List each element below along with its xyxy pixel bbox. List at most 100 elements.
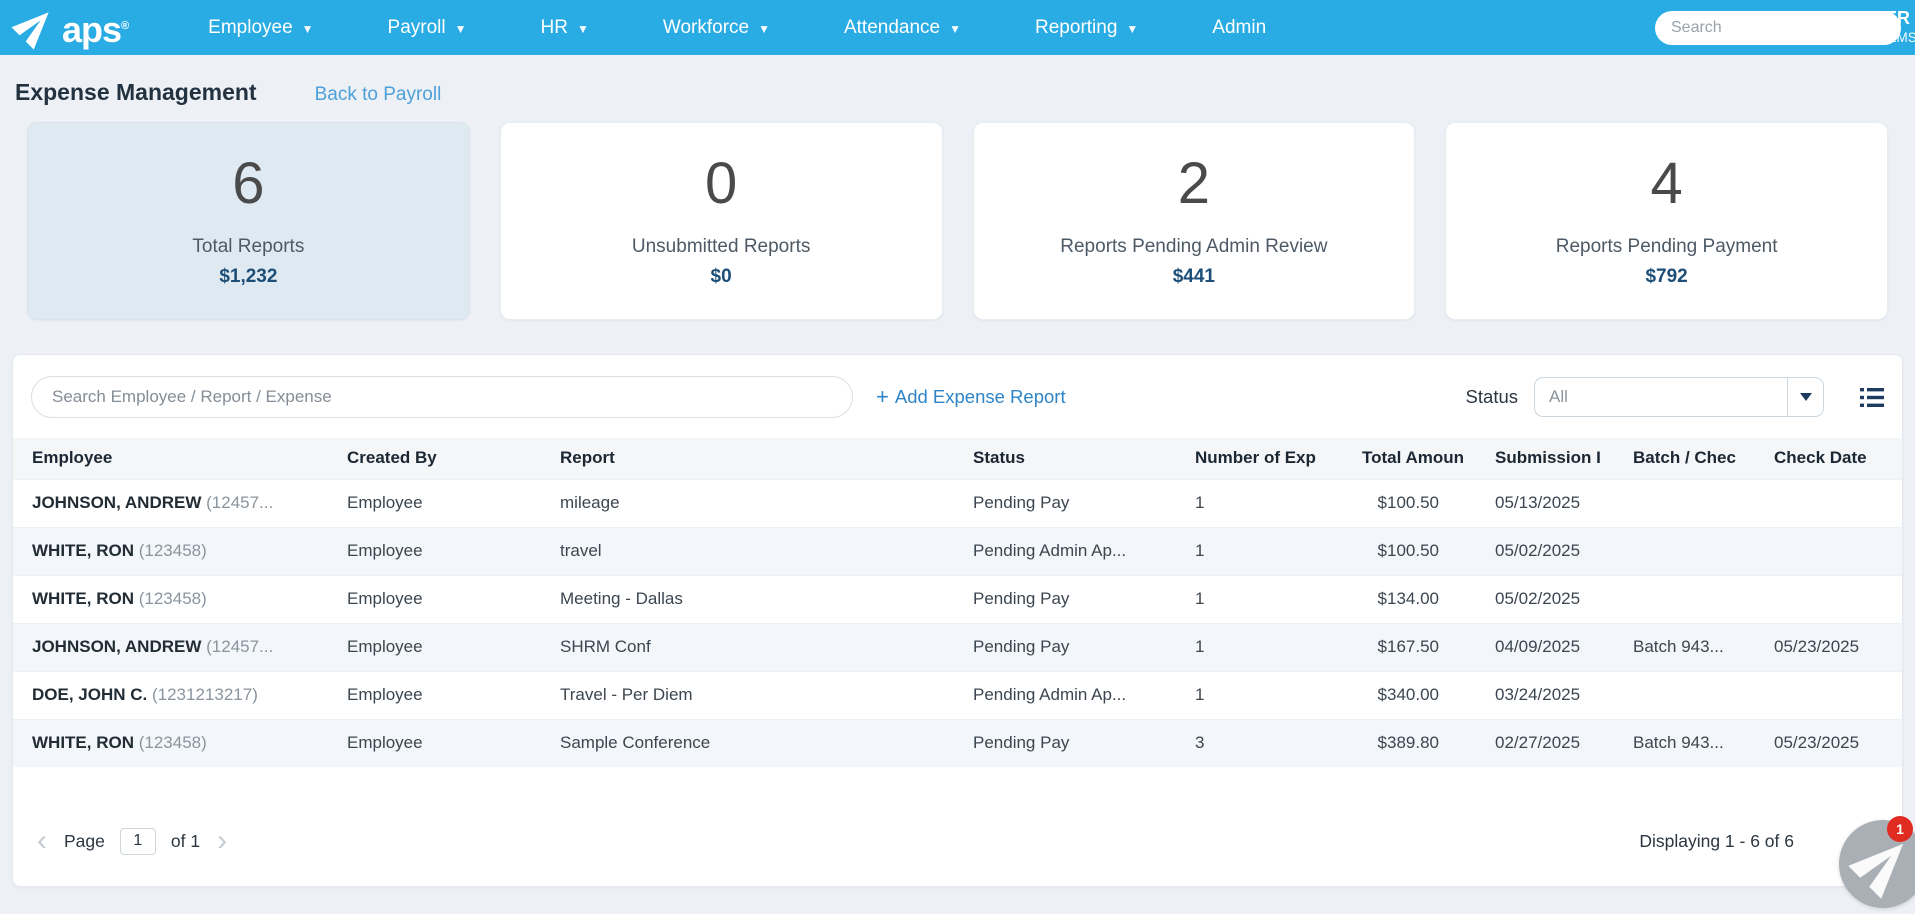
summary-card[interactable]: 0 Unsubmitted Reports $0 [499,122,943,320]
batch-check-cell [1633,575,1774,623]
dropdown-caret-box[interactable] [1787,378,1823,416]
batch-check-cell: Batch 943... [1633,637,1724,656]
displaying-count: Displaying 1 - 6 of 6 [1639,830,1794,851]
submission-date-cell: 02/27/2025 [1495,733,1581,753]
total-amount-cell: $100.50 [1377,541,1439,560]
status-cell: Pending Pay [973,637,1070,656]
column-header[interactable]: Number of Exp [1195,448,1316,468]
nav-item-label: Attendance [843,16,941,38]
nav-menu-item[interactable]: Employee ▼ [208,17,313,39]
table-row[interactable]: WHITE, RON (123458) Employee Sample Conf… [13,719,1902,767]
status-filter-group: Status All [1466,377,1884,417]
submission-date-cell: 04/09/2025 [1495,637,1581,656]
chevron-down-icon: ▼ [301,22,314,36]
page-number-input[interactable] [119,827,156,855]
paper-plane-icon [1848,843,1904,899]
list-view-icon[interactable] [1860,387,1884,408]
total-amount-cell: $134.00 [1377,589,1439,608]
add-expense-report-button[interactable]: + Add Expense Report [876,386,1066,408]
back-to-payroll-link[interactable]: Back to Payroll [314,84,442,105]
num-expenses-cell: 1 [1195,685,1205,704]
previous-page-icon[interactable]: ‹ [37,824,47,857]
column-header[interactable]: Batch / Chec [1633,448,1736,468]
num-expenses-cell: 1 [1195,493,1205,512]
total-amount-cell: $167.50 [1377,637,1439,656]
employee-id: (123458) [138,589,207,608]
column-header[interactable]: Status [973,448,1025,468]
nav-item-label: Employee [208,16,293,38]
nav-menu-item[interactable]: Attendance ▼ [844,17,961,39]
summary-card[interactable]: 6 Total Reports $1,232 [27,122,470,320]
card-amount: $441 [1172,266,1216,288]
column-header[interactable]: Report [560,448,615,468]
chevron-down-icon: ▼ [758,22,770,36]
card-count: 6 [232,150,265,216]
plus-icon: + [876,384,889,409]
employee-id: (123458) [138,541,207,560]
column-header[interactable]: Check Date [1774,448,1867,468]
aps-assistant-widget[interactable]: 1 [1839,816,1915,908]
column-header[interactable]: Total Amoun [1362,448,1464,468]
report-cell: Meeting - Dallas [560,589,683,608]
chevron-down-icon: ▼ [1126,22,1139,36]
submission-date-cell: 05/02/2025 [1495,541,1581,560]
table-footer: ‹ Page of 1 › Displaying 1 - 6 of 6 [13,808,1902,886]
employee-id: (1231213217) [151,685,258,704]
column-header[interactable]: Created By [347,448,437,468]
employee-cell: WHITE, RON (123458) [13,527,347,575]
report-cell: SHRM Conf [560,637,651,656]
num-expenses-cell: 1 [1195,589,1205,608]
total-amount-cell: $100.50 [1377,493,1439,512]
card-count: 4 [1650,150,1683,216]
summary-card[interactable]: 4 Reports Pending Payment $792 [1445,122,1888,320]
table-header-row: Employee Created By Report Status Number of … [13,438,1902,479]
aps-logo[interactable]: aps® [11,5,129,51]
summary-card[interactable]: 2 Reports Pending Admin Review $441 [972,122,1416,320]
status-cell: Pending Admin Ap... [973,685,1127,704]
nav-menu-item[interactable]: Workforce ▼ [663,17,770,39]
status-filter-dropdown[interactable]: All [1534,377,1824,417]
user-account[interactable]: HOPE DASHER SUPERIOR SYSTEMS [1778,7,1915,46]
expense-reports-table: Employee Created By Report Status Number of … [13,438,1902,767]
table-row[interactable]: WHITE, RON (123458) Employee Meeting - D… [13,575,1902,623]
nav-menu-item[interactable]: HR ▼ [541,17,589,39]
employee-name: JOHNSON, ANDREW [32,637,202,656]
card-label: Reports Pending Payment [1555,236,1778,258]
check-date-cell [1774,479,1902,527]
global-search-input[interactable] [1655,10,1901,45]
page-label: Page [64,830,105,851]
table-search-input[interactable] [31,376,853,418]
next-page-icon[interactable]: › [217,824,228,857]
table-row[interactable]: JOHNSON, ANDREW (12457... Employee milea… [13,479,1902,527]
employee-cell: DOE, JOHN C. (1231213217) [13,671,347,719]
employee-name: WHITE, RON [32,733,134,753]
total-amount-cell: $340.00 [1377,685,1439,704]
status-filter-label: Status [1465,386,1518,407]
employee-cell: WHITE, RON (123458) [13,575,347,623]
table-row[interactable]: DOE, JOHN C. (1231213217) Employee Trave… [13,671,1902,719]
nav-menu-item[interactable]: Admin ▼ [1212,17,1266,39]
column-header[interactable]: Employee [32,448,113,468]
table-row[interactable]: JOHNSON, ANDREW (12457... Employee SHRM … [13,623,1902,671]
expense-reports-panel: + Add Expense Report Status All [12,354,1903,887]
submission-date-cell: 03/24/2025 [1495,685,1581,704]
check-date-cell [1774,575,1902,623]
employee-name: JOHNSON, ANDREW [32,493,202,512]
card-label: Reports Pending Admin Review [1060,236,1328,258]
status-cell: Pending Pay [973,493,1070,512]
employee-id: (123458) [138,733,207,753]
created-by-cell: Employee [347,589,423,608]
num-expenses-cell: 3 [1195,733,1205,753]
created-by-cell: Employee [347,637,423,656]
nav-menu-item[interactable]: Reporting ▼ [1035,17,1138,39]
nav-menu-item[interactable]: Payroll ▼ [388,17,467,39]
chevron-down-icon [1799,393,1812,401]
created-by-cell: Employee [347,493,423,512]
table-row[interactable]: WHITE, RON (123458) Employee travel Pend… [13,527,1902,575]
status-filter-value: All [1549,387,1568,406]
column-header[interactable]: Submission I [1495,448,1601,468]
submission-date-cell: 05/02/2025 [1495,589,1581,608]
card-label: Total Reports [192,236,305,258]
card-amount: $792 [1645,266,1688,288]
num-expenses-cell: 1 [1195,637,1205,656]
